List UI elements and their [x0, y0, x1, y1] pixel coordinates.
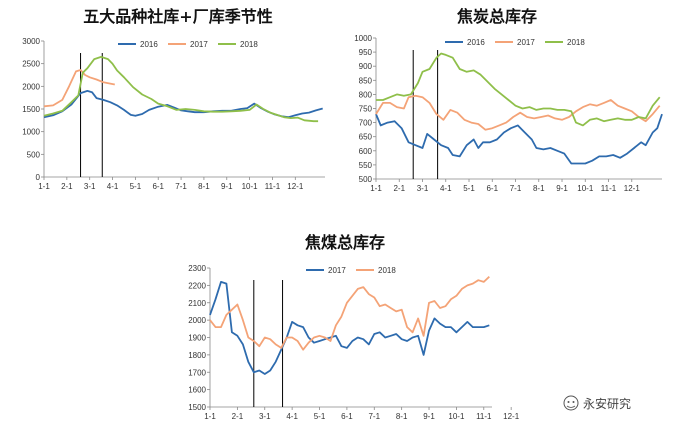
x-tick-label: 7-1: [368, 412, 380, 421]
y-tick-label: 3000: [22, 37, 40, 46]
x-tick-label: 10-1: [242, 182, 259, 191]
y-tick-label: 900: [359, 62, 373, 71]
y-tick-label: 550: [359, 161, 373, 170]
series-line-2016: [43, 90, 323, 119]
y-tick-label: 1800: [188, 351, 206, 360]
y-tick-label: 500: [359, 175, 373, 184]
y-tick-label: 2000: [188, 316, 206, 325]
chart-title: 焦煤总库存: [304, 233, 385, 252]
y-tick-label: 950: [359, 48, 373, 57]
series-line-2018: [209, 276, 490, 351]
legend-label-2018: 2018: [240, 40, 258, 49]
x-tick-label: 8-1: [533, 184, 545, 193]
x-tick-label: 9-1: [556, 184, 568, 193]
x-tick-label: 4-1: [440, 184, 452, 193]
y-tick-label: 1500: [22, 105, 40, 114]
legend-label-2016: 2016: [140, 40, 158, 49]
x-tick-label: 2-1: [61, 182, 73, 191]
x-tick-label: 7-1: [510, 184, 522, 193]
y-tick-label: 1000: [354, 34, 372, 43]
x-tick-label: 6-1: [152, 182, 164, 191]
legend-label-2018: 2018: [378, 266, 396, 275]
x-tick-label: 8-1: [396, 412, 408, 421]
series-line-2017: [209, 281, 490, 375]
x-tick-label: 6-1: [486, 184, 498, 193]
x-tick-label: 5-1: [130, 182, 142, 191]
y-tick-label: 2000: [22, 82, 40, 91]
x-tick-label: 3-1: [259, 412, 271, 421]
y-tick-label: 0: [36, 173, 41, 182]
x-tick-label: 12-1: [503, 412, 520, 421]
series-line-2016: [375, 113, 663, 165]
y-tick-label: 650: [359, 133, 373, 142]
x-tick-label: 3-1: [417, 184, 429, 193]
wechat-icon: [563, 395, 579, 411]
y-tick-label: 2300: [188, 264, 206, 273]
x-tick-label: 7-1: [175, 182, 187, 191]
x-tick-label: 1-1: [38, 182, 50, 191]
y-tick-label: 500: [27, 150, 41, 159]
y-tick-label: 800: [359, 90, 373, 99]
chart-coking-coal-total-inventory: 焦煤总库存 1500 1600 1700 1800 1900 2000 2100 2200 230…: [188, 233, 520, 421]
x-tick-label: 2-1: [393, 184, 405, 193]
chart-coke-total-inventory: 焦炭总库存 500 550 600 650 700 750 800 850 900 950 1000 1…: [354, 7, 663, 193]
watermark-text: 永安研究: [583, 396, 631, 411]
x-tick-label: 3-1: [84, 182, 96, 191]
y-tick-label: 2200: [188, 281, 206, 290]
y-tick-label: 850: [359, 76, 373, 85]
x-tick-label: 6-1: [341, 412, 353, 421]
x-tick-label: 12-1: [287, 182, 304, 191]
y-tick-label: 1900: [188, 334, 206, 343]
x-tick-label: 9-1: [221, 182, 233, 191]
x-tick-label: 2-1: [232, 412, 244, 421]
x-tick-label: 11-1: [265, 182, 281, 191]
x-tick-label: 11-1: [476, 412, 492, 421]
x-tick-label: 10-1: [448, 412, 465, 421]
x-tick-label: 11-1: [601, 184, 617, 193]
x-tick-label: 5-1: [314, 412, 326, 421]
watermark: 永安研究: [563, 395, 631, 411]
legend-label-2017: 2017: [328, 266, 346, 275]
x-tick-label: 9-1: [423, 412, 435, 421]
chart-title: 五大品种社库+厂库季节性: [83, 7, 272, 26]
series-line-2018: [376, 52, 661, 127]
legend-label-2016: 2016: [467, 38, 485, 47]
x-tick-label: 12-1: [624, 184, 641, 193]
x-tick-label: 4-1: [286, 412, 298, 421]
y-tick-label: 1600: [188, 386, 206, 395]
y-tick-label: 2100: [188, 299, 206, 308]
chart-social-factory-inventory: 五大品种社库+厂库季节性 0 500 1000 1500 2000 2500 3000 1-1 2…: [22, 7, 325, 191]
x-tick-label: 4-1: [107, 182, 119, 191]
x-tick-label: 1-1: [204, 412, 216, 421]
y-tick-label: 1000: [22, 128, 40, 137]
chart-title: 焦炭总库存: [456, 7, 537, 26]
y-tick-label: 1700: [188, 368, 206, 377]
legend-label-2017: 2017: [517, 38, 535, 47]
x-tick-label: 1-1: [370, 184, 382, 193]
x-tick-label: 5-1: [463, 184, 475, 193]
y-tick-label: 750: [359, 105, 373, 114]
x-tick-label: 10-1: [577, 184, 594, 193]
legend-label-2018: 2018: [567, 38, 585, 47]
x-tick-label: 8-1: [198, 182, 210, 191]
y-tick-label: 600: [359, 147, 373, 156]
series-line-2018: [43, 56, 319, 123]
series-line-2017: [375, 94, 661, 131]
y-tick-label: 1500: [188, 403, 206, 412]
y-tick-label: 700: [359, 119, 373, 128]
y-tick-label: 2500: [22, 60, 40, 69]
legend-label-2017: 2017: [190, 40, 208, 49]
